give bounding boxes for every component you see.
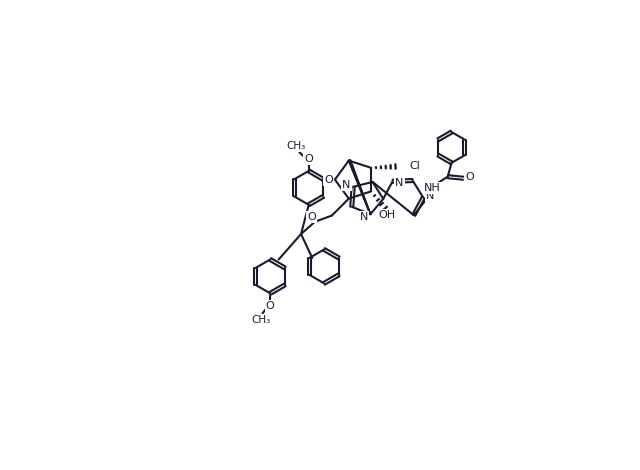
Text: N: N	[396, 178, 404, 188]
Text: N: N	[342, 180, 351, 190]
Text: OH: OH	[378, 210, 395, 220]
Text: CH₃: CH₃	[252, 315, 271, 325]
Text: O: O	[324, 174, 333, 185]
Text: Cl: Cl	[410, 161, 420, 171]
Text: NH: NH	[424, 183, 441, 193]
Text: O: O	[307, 212, 316, 222]
Text: CH₃: CH₃	[286, 141, 305, 151]
Text: O: O	[466, 172, 474, 182]
Text: O: O	[305, 154, 313, 164]
Text: N: N	[426, 191, 435, 201]
Text: O: O	[266, 301, 275, 311]
Text: N: N	[360, 212, 369, 222]
